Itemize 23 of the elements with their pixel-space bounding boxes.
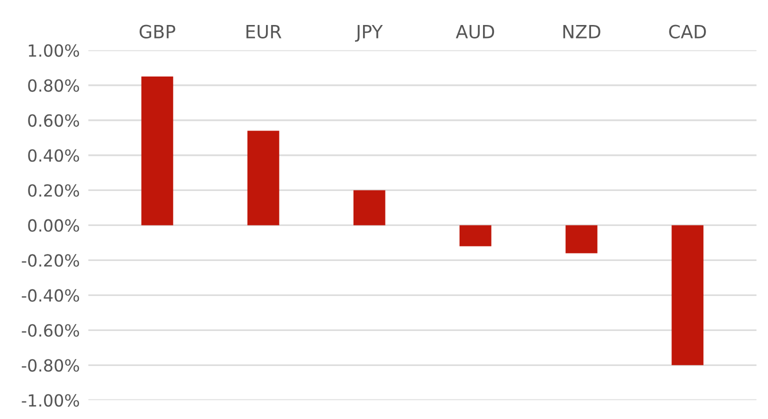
x-tick-label: NZD: [563, 25, 600, 38]
x-tick-label: CAD: [669, 24, 706, 38]
y-tick-label: -0.40%: [22, 289, 80, 302]
x-tick-label: EUR: [246, 25, 282, 38]
y-tick-label: 0.20%: [28, 184, 80, 197]
bar: [353, 190, 386, 226]
y-tick-label: -0.60%: [22, 324, 80, 337]
bar: [672, 225, 704, 366]
bar: [460, 225, 492, 246]
x-tick-label: JPY: [355, 25, 383, 42]
x-tick-label: GBP: [140, 24, 176, 38]
y-tick-label: -0.20%: [22, 254, 80, 267]
y-tick-label: -1.00%: [22, 394, 80, 407]
y-tick-label: 0.80%: [28, 79, 80, 92]
bar: [141, 76, 174, 226]
y-tick-label: 0.60%: [28, 114, 80, 127]
y-tick-label: 0.00%: [28, 219, 80, 232]
bar: [247, 130, 280, 226]
y-tick-label: -0.80%: [22, 359, 80, 372]
y-tick-label: 1.00%: [28, 44, 80, 57]
bar: [566, 225, 598, 254]
y-tick-label: 0.40%: [28, 149, 80, 162]
x-tick-label: AUD: [456, 25, 494, 38]
